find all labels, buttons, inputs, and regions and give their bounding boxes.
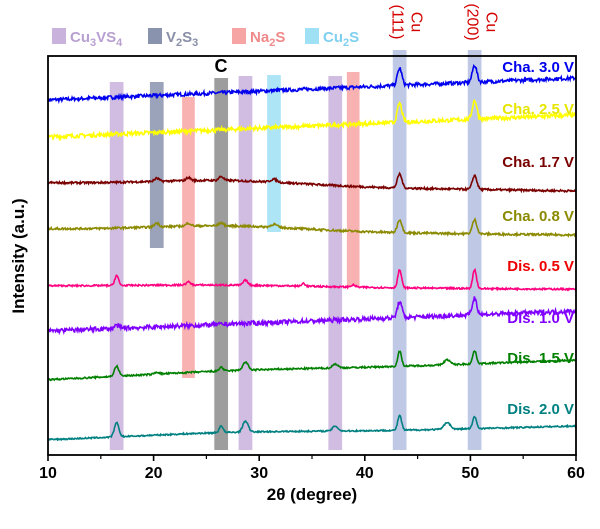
x-tick-label-40: 40	[356, 465, 374, 482]
carbon-label: C	[215, 56, 228, 76]
trace-dis-2-0-v	[48, 414, 577, 442]
series-label-0: Cha. 3.0 V	[502, 59, 574, 76]
legend-swatch-2	[232, 28, 246, 44]
series-label-6: Dis. 1.5 V	[507, 350, 574, 367]
cu-element-label-0: Cu	[408, 12, 425, 32]
trace-dis-0-5-v	[47, 267, 577, 292]
band-cu-9	[467, 50, 482, 450]
series-label-7: Dis. 2.0 V	[507, 401, 574, 418]
cu-hkl-label-1: (200)	[464, 3, 481, 40]
series-label-1: Cha. 2.5 V	[502, 101, 574, 118]
cu-hkl-label-0: (111)	[389, 5, 406, 40]
band-cu3vs4-0	[109, 82, 124, 450]
legend-swatch-3	[305, 28, 319, 44]
band-v2s3-3	[149, 82, 164, 248]
band-c-7	[214, 78, 229, 450]
plot-frame	[47, 55, 577, 456]
band-na2s-5	[346, 72, 360, 286]
trace-cha-3-0-v	[47, 63, 577, 105]
series-traces	[47, 63, 577, 442]
legend-swatch-1	[148, 28, 162, 44]
x-tick-label-10: 10	[39, 465, 57, 482]
cu-element-label-1: Cu	[483, 12, 500, 32]
legend: Cu3VS4 V2S3 Na2S Cu2S	[52, 28, 359, 49]
band-cu3vs4-2	[328, 76, 343, 450]
trace-dis-1-5-v	[47, 350, 576, 382]
band-cu3vs4-1	[238, 76, 253, 450]
trace-cha-0-8-v	[47, 217, 577, 238]
trace-dis-1-0-v	[47, 296, 577, 336]
band-cu-8	[392, 50, 407, 450]
x-tick-label-30: 30	[250, 465, 268, 482]
series-label-2: Cha. 1.7 V	[502, 154, 574, 171]
legend-label-3: Cu2S	[323, 29, 359, 49]
legend-label-2: Na2S	[250, 29, 285, 49]
x-tick-label-50: 50	[462, 465, 480, 482]
series-label-5: Dis. 1.0 V	[507, 310, 574, 327]
phase-bands	[109, 50, 482, 450]
x-tick-label-20: 20	[145, 465, 163, 482]
cu-reference-labels: (111) Cu (200) Cu	[389, 3, 500, 40]
legend-label-0: Cu3VS4	[70, 29, 123, 49]
x-axis-ticks: 10 20 30 40 50 60	[39, 455, 585, 482]
legend-label-1: V2S3	[166, 29, 198, 49]
trace-cha-1-7-v	[47, 171, 577, 194]
legend-swatch-0	[52, 28, 66, 44]
series-label-3: Cha. 0.8 V	[502, 208, 574, 225]
series-label-4: Dis. 0.5 V	[507, 258, 574, 275]
x-tick-label-60: 60	[567, 465, 585, 482]
trace-cha-2-5-v	[47, 99, 576, 142]
x-axis-title: 2θ (degree)	[267, 485, 357, 504]
y-axis-title: Intensity (a.u.)	[9, 198, 28, 313]
band-cu2s-6	[267, 75, 281, 232]
band-na2s-4	[182, 97, 195, 378]
series-labels: Cha. 3.0 V Cha. 2.5 V Cha. 1.7 V Cha. 0.8 V…	[502, 59, 574, 418]
